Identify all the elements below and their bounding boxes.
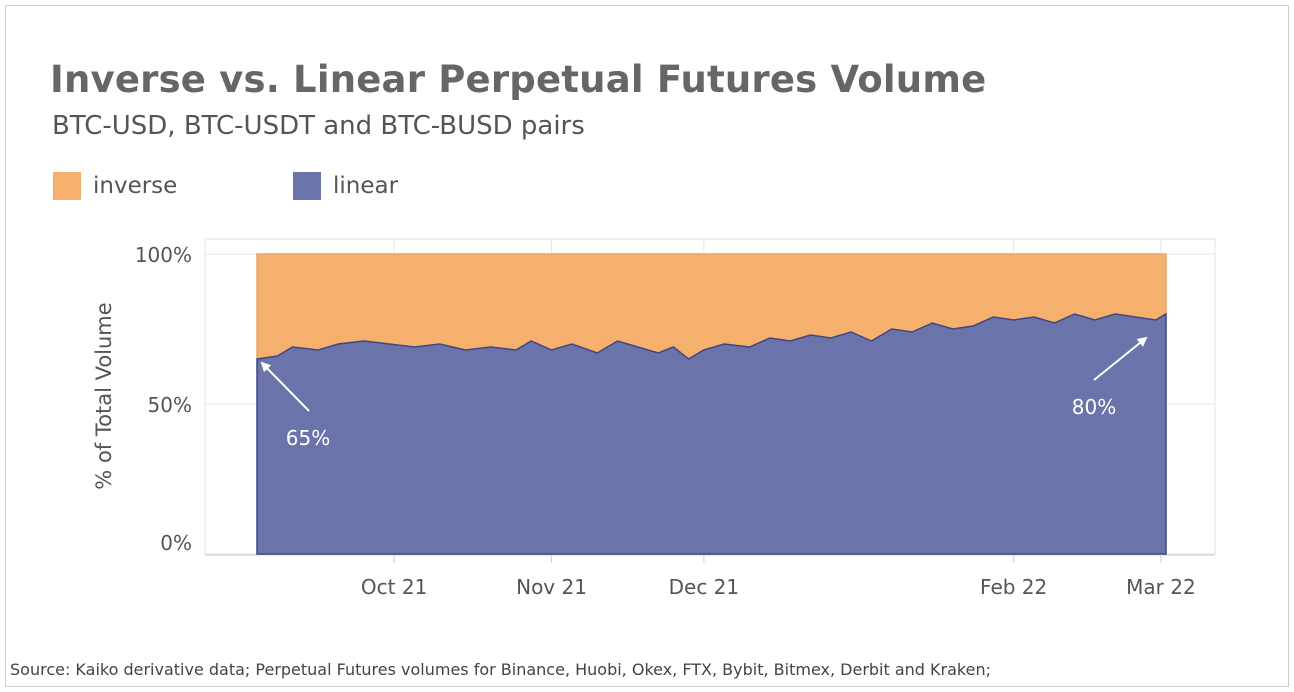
y-tick-label: 50%	[148, 393, 192, 417]
annotation-arrow-end	[1093, 336, 1148, 381]
legend-label-linear: linear	[333, 173, 399, 199]
area-linear	[256, 312, 1167, 555]
legend: inverse linear	[0, 172, 1294, 202]
x-tick-label: Feb 22	[980, 575, 1047, 599]
legend-swatch-linear	[293, 172, 321, 200]
y-tick-label: 0%	[160, 531, 192, 555]
legend-swatch-inverse	[53, 172, 81, 200]
x-tick-label: Dec 21	[669, 575, 740, 599]
legend-item-linear[interactable]: linear	[293, 172, 398, 200]
legend-label-inverse: inverse	[93, 173, 178, 199]
chart-subtitle: BTC-USD, BTC-USDT and BTC-BUSD pairs	[52, 111, 585, 141]
chart-title: Inverse vs. Linear Perpetual Futures Vol…	[50, 58, 987, 101]
annotation-label-start: 65%	[286, 426, 330, 450]
y-tick-label: 100%	[135, 243, 192, 267]
annotation-layer: 65% 80%	[260, 336, 1148, 450]
area-layer	[256, 253, 1167, 555]
annotation-arrow-start	[260, 361, 310, 412]
axis-layer: 0% 50% 100% Oct 21 Nov 21 Dec 21 Feb 22 Mar 22%…	[92, 243, 1196, 599]
x-tick-label: Nov 21	[516, 575, 587, 599]
legend-item-inverse[interactable]: inverse	[53, 172, 177, 200]
x-tick-label: Mar 22	[1126, 575, 1196, 599]
x-tick-label: Oct 21	[361, 575, 427, 599]
annotation-label-end: 80%	[1072, 395, 1116, 419]
source-note: Source: Kaiko derivative data; Perpetual…	[10, 660, 991, 679]
y-axis-title: % of Total Volume	[92, 302, 116, 489]
